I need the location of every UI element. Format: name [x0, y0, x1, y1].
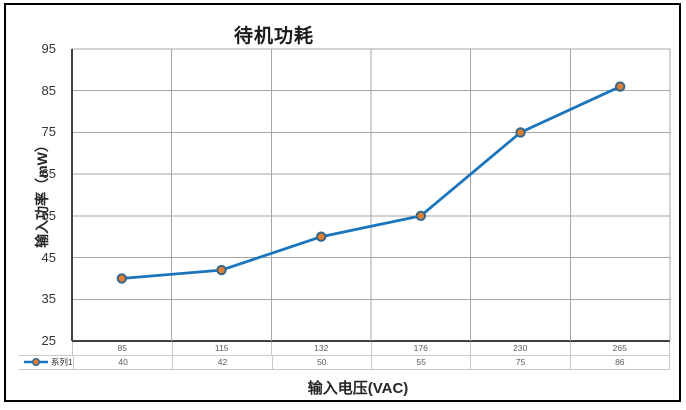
table-category-cell: 85 — [72, 341, 173, 355]
series-legend-key-icon — [24, 357, 48, 367]
chart-title: 待机功耗 — [233, 26, 314, 47]
y-tick-label: 95 — [41, 41, 56, 56]
x-axis-title: 输入电压(VAC) — [307, 380, 409, 397]
legend-series-label: 系列1 — [51, 357, 73, 367]
data-point-marker — [315, 231, 327, 242]
table-category-cell: 265 — [571, 341, 670, 355]
table-value-cell: 86 — [571, 355, 670, 369]
y-tick-label: 45 — [41, 249, 56, 265]
data-table-value-row: 系列1 40 42 50 55 75 86 — [19, 354, 670, 370]
y-tick-label: 75 — [41, 124, 56, 140]
table-value-cell: 55 — [372, 355, 472, 369]
table-category-cell: 115 — [173, 341, 272, 355]
data-point-marker — [614, 81, 626, 92]
table-value-cell: 75 — [471, 355, 571, 369]
y-tick-label: 35 — [41, 291, 56, 307]
data-point-marker — [515, 127, 526, 138]
y-axis-title: 输入功率（mW） — [34, 138, 50, 248]
plot-area — [71, 48, 671, 342]
y-tick-label: 65 — [41, 166, 56, 182]
series-line — [121, 85, 621, 280]
y-tick-label: 55 — [41, 207, 56, 223]
data-point-marker — [415, 210, 427, 222]
data-table-category-row: 85 115 132 176 230 265 — [72, 341, 670, 355]
data-point-marker — [116, 273, 128, 284]
y-tick-label: 85 — [41, 82, 56, 98]
table-category-cell: 230 — [471, 341, 571, 355]
table-category-cell: 176 — [372, 341, 471, 355]
y-tick-label: 25 — [41, 333, 56, 348]
data-point-marker — [216, 264, 227, 276]
table-value-cell: 40 — [74, 355, 174, 369]
table-value-cell: 42 — [173, 355, 273, 369]
legend: 系列1 — [19, 355, 74, 369]
legend-marker — [32, 357, 41, 367]
table-category-cell: 132 — [272, 341, 372, 355]
table-value-cell: 50 — [273, 355, 372, 369]
